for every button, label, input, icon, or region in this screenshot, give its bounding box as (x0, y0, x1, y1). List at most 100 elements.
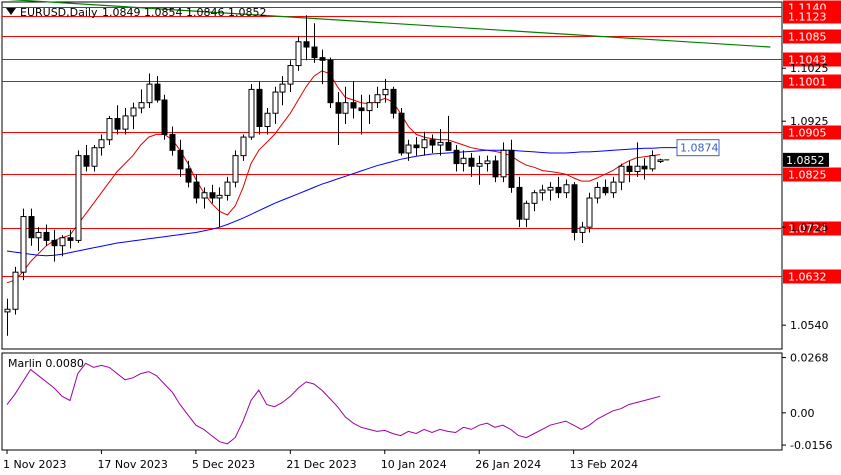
candle (114, 105, 121, 135)
candle (634, 142, 641, 177)
candle (256, 81, 263, 135)
candle-body (555, 186, 562, 194)
candle (98, 134, 105, 156)
candle-body (224, 181, 231, 196)
candle (161, 94, 168, 140)
candle-body (547, 186, 554, 191)
candle-body (516, 186, 523, 220)
candle-body (335, 102, 342, 114)
level-label-box (783, 269, 841, 284)
time-tick-label: 1 Nov 2023 (3, 458, 66, 471)
candle-body (240, 136, 247, 157)
level-label-box (783, 125, 841, 140)
candle (122, 107, 129, 135)
ma-blue-label-box (676, 139, 720, 157)
candle-body (429, 139, 436, 146)
candle-body (106, 118, 113, 141)
candle-body (75, 155, 82, 241)
candle (169, 126, 176, 156)
price-panel[interactable] (1, 1, 783, 350)
candle (106, 115, 113, 146)
candle-body (311, 46, 318, 59)
candle (358, 94, 365, 135)
price-panel-frame (1, 1, 783, 350)
candle-body (445, 141, 452, 151)
candle (571, 182, 578, 241)
candle-body (460, 157, 467, 165)
candle (28, 208, 35, 246)
level-label: 1.0632 (788, 271, 827, 284)
candle-body (161, 99, 168, 135)
candle (279, 76, 286, 106)
candle-body (303, 41, 310, 48)
level-lines: 1.11401.11231.10851.10431.10011.09051.08… (2, 0, 841, 284)
candle (374, 86, 381, 108)
candle-body (468, 157, 475, 167)
price-tick-label: 1.0540 (790, 319, 829, 332)
candle (311, 23, 318, 63)
candle-body (413, 144, 420, 149)
candle-body (216, 194, 223, 199)
ma-red-line (6, 70, 661, 284)
candle-body (154, 83, 161, 101)
candle (83, 145, 90, 172)
candle (130, 102, 137, 130)
candle (500, 142, 507, 183)
candle (201, 187, 208, 209)
candle (327, 57, 334, 108)
candles (4, 15, 664, 336)
time-tick-label: 13 Feb 2024 (570, 458, 638, 471)
candle-body (91, 147, 98, 167)
candle (240, 134, 247, 161)
candle-body (437, 141, 444, 146)
candle (626, 160, 633, 183)
candle-body (453, 149, 460, 165)
level-label: 1.0905 (788, 127, 827, 140)
candle-body (374, 94, 381, 104)
candle (272, 86, 279, 124)
level-label-box (783, 74, 841, 89)
candle (398, 107, 405, 156)
candle (657, 158, 664, 164)
candle-body (602, 186, 609, 194)
candle (453, 145, 460, 172)
candle (185, 160, 192, 188)
candle-body (51, 239, 58, 247)
candle-body (28, 216, 35, 239)
candle-body (114, 118, 121, 130)
candle-body (571, 184, 578, 233)
candle-body (185, 168, 192, 183)
candle-body (366, 102, 373, 112)
candle (610, 176, 617, 199)
candle-body (83, 155, 90, 167)
candle-body (523, 202, 530, 220)
candle (216, 187, 223, 228)
current-price-label: 1.0852 (786, 154, 825, 167)
candle (264, 107, 271, 135)
candle (531, 190, 538, 212)
candle (232, 150, 239, 188)
candle-body (256, 88, 263, 127)
candle (413, 137, 420, 156)
symbol-dropdown-icon[interactable] (6, 8, 16, 15)
chart-title: EURUSD,Daily (20, 6, 98, 19)
candle-body (98, 139, 105, 149)
candle (476, 155, 483, 185)
ohlc-readout: 1.0849 1.0854 1.0846 1.0852 (102, 6, 266, 19)
level-label: 1.1001 (788, 76, 827, 89)
candle-body (130, 107, 137, 117)
level-label: 1.1085 (788, 31, 827, 44)
candle (154, 76, 161, 103)
candle-body (12, 271, 19, 310)
candle (193, 174, 200, 204)
candle-body (43, 231, 50, 241)
candle-body (579, 226, 586, 233)
candle-body (657, 159, 664, 162)
time-tick-label: 26 Jan 2024 (475, 458, 541, 471)
candle (303, 15, 310, 61)
candle-body (405, 144, 412, 154)
candle-body (169, 133, 176, 151)
candle (75, 150, 82, 244)
marlin-panel[interactable]: Marlin 0.0080 0.0268 0.00 -0.0156 (1, 352, 832, 453)
